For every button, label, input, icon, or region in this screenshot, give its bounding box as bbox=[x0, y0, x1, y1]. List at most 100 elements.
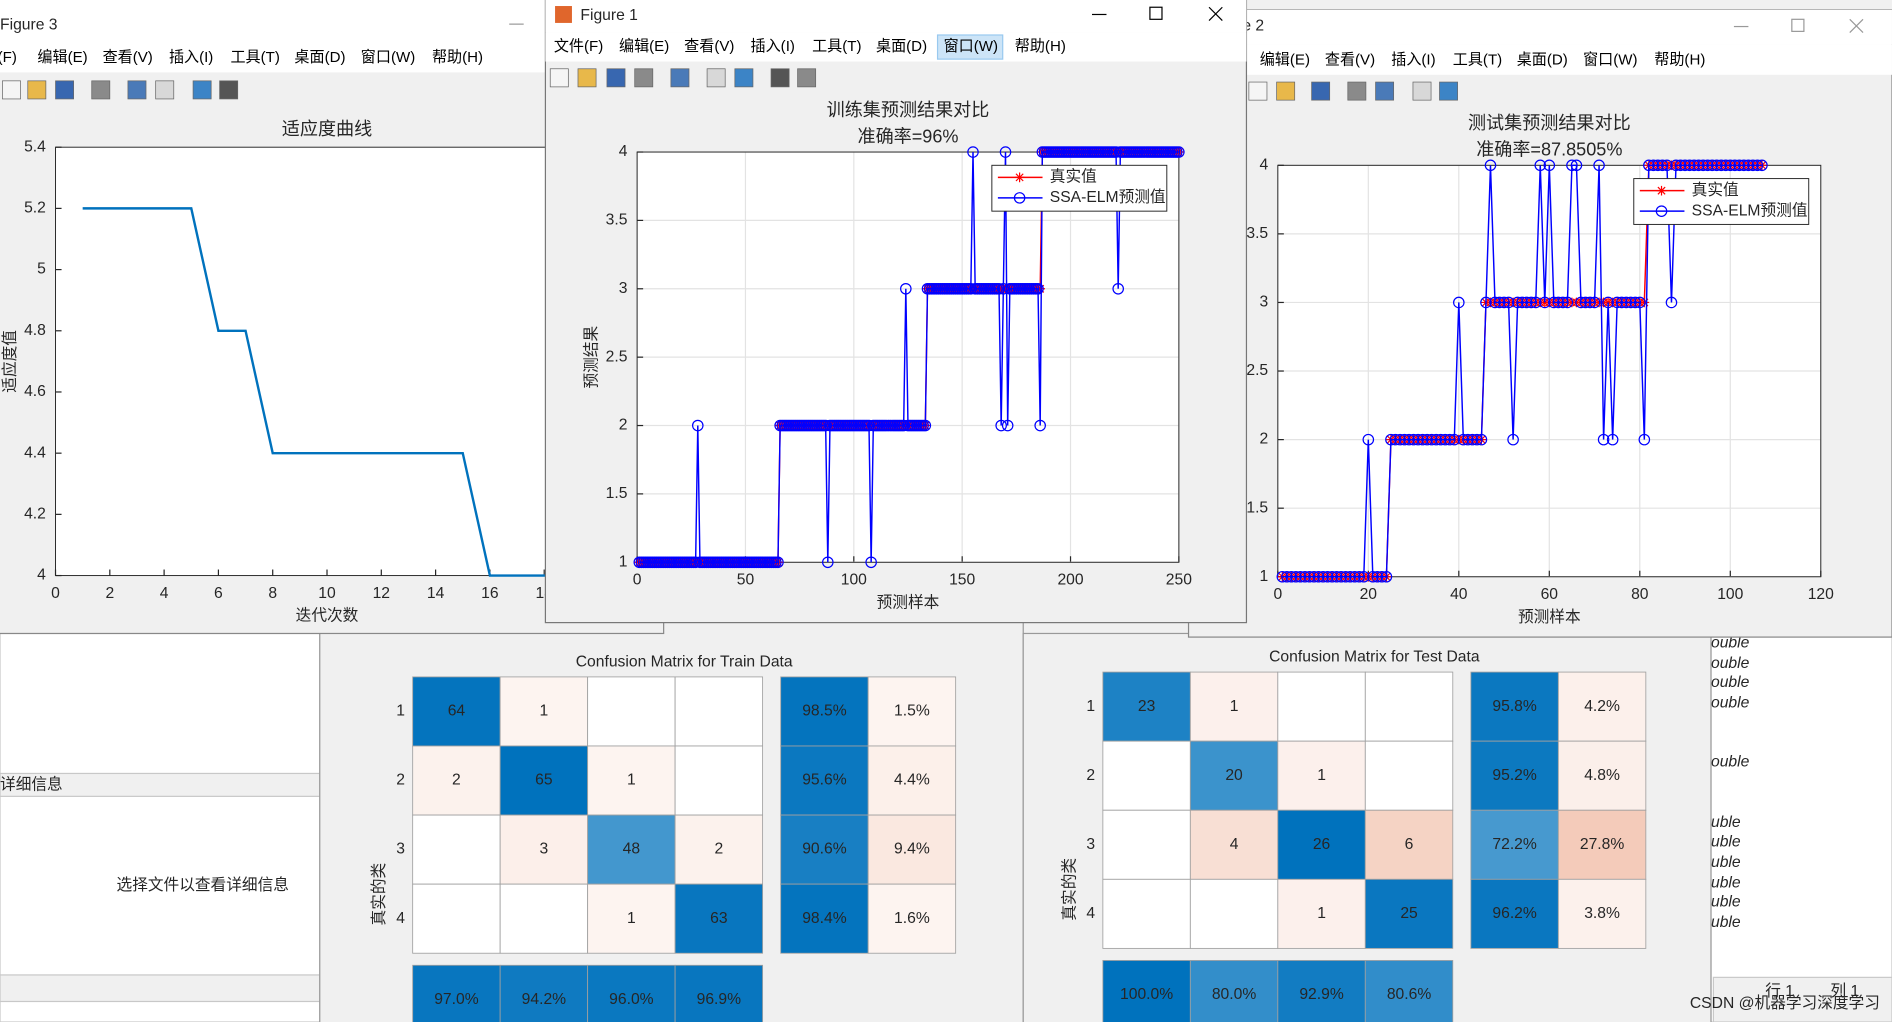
data-point bbox=[1756, 159, 1768, 172]
toolbar-icon[interactable] bbox=[1412, 81, 1432, 101]
x-tick-label: 8 bbox=[268, 585, 277, 602]
data-point bbox=[1538, 296, 1551, 309]
data-point bbox=[1394, 433, 1406, 446]
data-point bbox=[1566, 159, 1578, 172]
menu-item[interactable]: 编辑(E) bbox=[1260, 51, 1310, 68]
menu-item[interactable]: 帮助(H) bbox=[1015, 38, 1066, 55]
legend-box bbox=[991, 164, 1168, 212]
data-point bbox=[1321, 570, 1334, 583]
toolbar-icon[interactable] bbox=[797, 68, 817, 88]
menu-item[interactable]: 桌面(D) bbox=[1517, 51, 1568, 68]
matrix-cell bbox=[412, 745, 501, 816]
matrix-cell bbox=[1470, 671, 1559, 742]
menu-item[interactable]: 桌面(D) bbox=[294, 49, 345, 66]
toolbar-icon[interactable] bbox=[2, 80, 21, 100]
empty-cell bbox=[1364, 671, 1454, 742]
cell-value: 1 bbox=[627, 772, 636, 789]
confusion-train-window: Confusion Matrix for Train Data 真实的类 1 2 3 4 6… bbox=[319, 620, 1024, 1022]
toolbar-icon[interactable] bbox=[27, 80, 47, 100]
toolbar-icon[interactable] bbox=[770, 68, 790, 88]
menu-item[interactable]: 查看(V) bbox=[103, 49, 153, 66]
cell-value: 20 bbox=[1225, 767, 1243, 784]
workspace-type: ouble bbox=[1711, 754, 1750, 771]
toolbar-icon[interactable] bbox=[219, 80, 239, 100]
cell-value: 100.0% bbox=[1120, 986, 1173, 1003]
class-label: 3 bbox=[1086, 836, 1095, 853]
menu-item[interactable]: 插入(I) bbox=[751, 38, 795, 55]
toolbar-icon[interactable] bbox=[1347, 81, 1367, 101]
data-point bbox=[1683, 159, 1696, 172]
menu-item[interactable]: 文件(F) bbox=[554, 38, 603, 55]
menu-item[interactable]: 编辑(E) bbox=[37, 49, 87, 66]
menu-item[interactable]: 插入(I) bbox=[1391, 51, 1435, 68]
menu-item[interactable]: 窗口(W) bbox=[1583, 50, 1637, 68]
close-button[interactable] bbox=[1849, 18, 1864, 34]
matrix-cell bbox=[867, 883, 957, 954]
close-button[interactable] bbox=[1208, 6, 1223, 21]
menu-item[interactable]: 工具(T) bbox=[230, 49, 279, 66]
menu-item[interactable]: 帮助(H) bbox=[1654, 51, 1705, 68]
data-point bbox=[1484, 159, 1497, 172]
workspace-type: uble bbox=[1711, 914, 1741, 931]
toolbar-icon[interactable] bbox=[155, 80, 175, 100]
menu-item[interactable]: 工具(T) bbox=[812, 38, 861, 55]
matrix-cell bbox=[867, 676, 957, 747]
toolbar-icon[interactable] bbox=[55, 80, 74, 100]
data-point bbox=[1507, 433, 1519, 446]
toolbar-icon[interactable] bbox=[577, 68, 597, 88]
toolbar-icon[interactable] bbox=[127, 80, 147, 100]
maximize-button[interactable] bbox=[1791, 18, 1805, 32]
data-line bbox=[82, 207, 599, 577]
matrix-cell bbox=[780, 814, 869, 885]
data-point bbox=[1701, 159, 1714, 172]
toolbar-icon[interactable] bbox=[606, 68, 626, 88]
toolbar-icon[interactable] bbox=[1311, 81, 1331, 101]
data-point bbox=[1733, 159, 1746, 172]
menu-item[interactable]: 插入(I) bbox=[169, 49, 213, 66]
matrix-cell bbox=[1189, 960, 1279, 1022]
toolbar-icon[interactable] bbox=[549, 68, 569, 88]
chart-subtitle: 准确率=96% bbox=[857, 126, 958, 146]
menu-item[interactable]: 窗口(W) bbox=[944, 37, 998, 55]
toolbar-icon[interactable] bbox=[1375, 81, 1395, 101]
data-point bbox=[1448, 433, 1461, 446]
figure2-window: Figure 2编辑(E)查看(V)插入(I)工具(T)桌面(D)窗口(W)帮助… bbox=[1187, 9, 1892, 638]
menu-item[interactable]: 桌面(D) bbox=[876, 38, 927, 55]
menu-item[interactable]: 查看(V) bbox=[684, 38, 734, 55]
cell-value: 95.2% bbox=[1492, 767, 1537, 784]
menu-item[interactable]: 窗口(W) bbox=[361, 48, 415, 66]
matrix-cell bbox=[1102, 960, 1191, 1022]
toolbar-icon[interactable] bbox=[1248, 81, 1268, 101]
menu-item[interactable]: 帮助(H) bbox=[432, 49, 483, 66]
y-tick-label: 4.2 bbox=[24, 506, 46, 523]
cell-value: 96.0% bbox=[609, 991, 654, 1008]
matrix-cell bbox=[587, 745, 676, 816]
menu-bar bbox=[545, 32, 1247, 62]
toolbar-icon[interactable] bbox=[192, 80, 212, 100]
matrix-cell bbox=[1364, 809, 1454, 880]
data-point bbox=[1516, 296, 1528, 309]
menu-item[interactable]: 工具(T) bbox=[1453, 51, 1502, 68]
y-tick-label: 4 bbox=[619, 143, 628, 160]
maximize-button[interactable] bbox=[1149, 6, 1163, 20]
menu-item[interactable]: 编辑(E) bbox=[619, 38, 669, 55]
class-label: 4 bbox=[1086, 905, 1095, 922]
cell-value: 26 bbox=[1313, 836, 1331, 853]
toolbar-icon[interactable] bbox=[706, 68, 726, 88]
toolbar-icon[interactable] bbox=[1439, 81, 1458, 101]
menu-item[interactable]: 查看(V) bbox=[1325, 51, 1375, 68]
menu-item[interactable]: 文件(F) bbox=[0, 49, 17, 66]
data-point bbox=[1348, 570, 1361, 583]
cell-value: 97.0% bbox=[434, 991, 479, 1008]
toolbar-icon[interactable] bbox=[1276, 81, 1296, 101]
data-point bbox=[1416, 433, 1429, 446]
details-header: 详细信息 bbox=[0, 776, 63, 794]
data-point bbox=[1173, 146, 1185, 158]
toolbar-icon[interactable] bbox=[91, 80, 111, 100]
toolbar-icon[interactable] bbox=[670, 68, 690, 88]
toolbar-icon[interactable] bbox=[734, 68, 754, 88]
data-point bbox=[1453, 296, 1465, 309]
toolbar-icon[interactable] bbox=[634, 68, 654, 88]
data-point bbox=[1276, 570, 1289, 583]
